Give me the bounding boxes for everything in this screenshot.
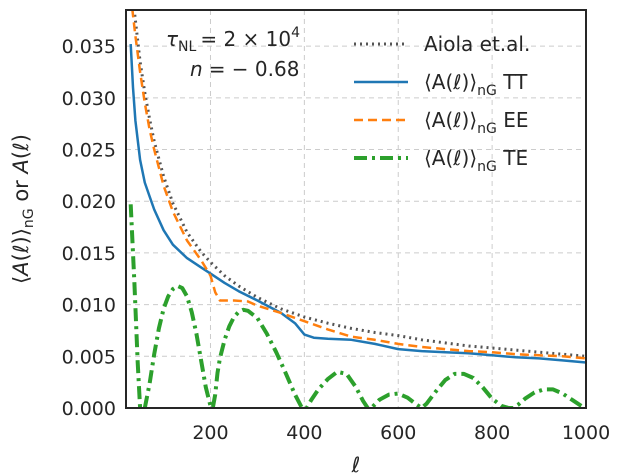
x-tick-label: 600: [380, 422, 416, 444]
y-tick-label: 0.030: [62, 88, 116, 110]
y-tick-label: 0.025: [62, 140, 116, 162]
x-tick-label: 1000: [562, 422, 610, 444]
series-layer: [128, 10, 586, 408]
x-tick-labels: 200 400 600 800 1000: [192, 422, 610, 444]
y-tick-label: 0.015: [62, 243, 116, 265]
x-axis-label: ℓ: [351, 453, 361, 474]
legend-swatches: [354, 42, 408, 160]
y-tick-labels: 0.000 0.005 0.010 0.015 0.020 0.025 0.030 0.035: [62, 36, 116, 420]
legend-label-aiola: Aiola et.al.: [424, 32, 530, 56]
series-line-2: [131, 10, 586, 360]
y-tick-label: 0.005: [62, 346, 116, 368]
y-axis-label: ⟨A(ℓ)⟩nG or A(ℓ): [9, 134, 37, 284]
y-tick-label: 0.035: [62, 36, 116, 58]
plot-frame: [125, 9, 587, 409]
series-line-3: [128, 204, 586, 408]
x-tick-label: 400: [286, 422, 322, 444]
legend-label-te: ⟨A(ℓ)⟩nG TE: [424, 146, 528, 175]
legend-label-tt: ⟨A(ℓ)⟩nG TT: [424, 70, 528, 99]
annotation-tau-nl: τNL = 2 × 104: [166, 25, 300, 55]
y-tick-label: 0.010: [62, 295, 116, 317]
y-tick-label: 0.000: [62, 398, 116, 420]
legend-label-ee: ⟨A(ℓ)⟩nG EE: [424, 108, 529, 137]
x-tick-label: 800: [474, 422, 510, 444]
x-tick-label: 200: [192, 422, 228, 444]
annotation-n: n = − 0.68: [190, 57, 299, 81]
y-tick-label: 0.020: [62, 191, 116, 213]
